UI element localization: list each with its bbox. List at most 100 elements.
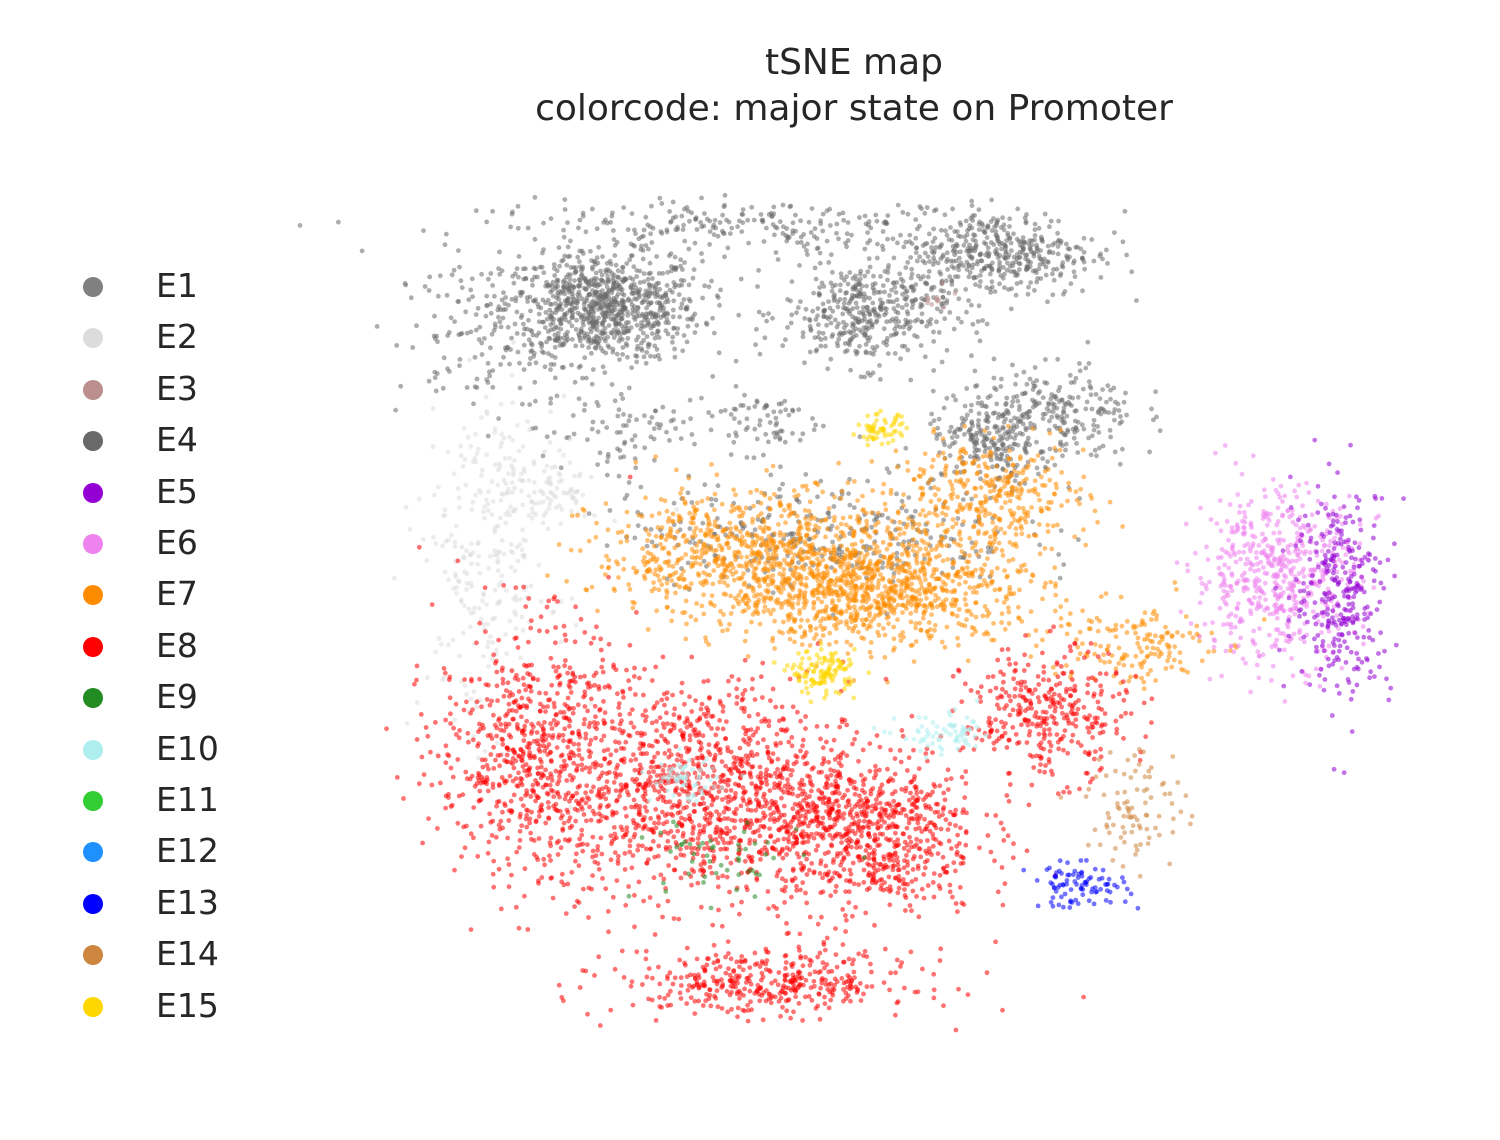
point-e7 (784, 561, 790, 566)
point-e7 (885, 594, 891, 600)
point-e4 (701, 223, 707, 229)
point-e4 (919, 303, 925, 308)
point-e4 (958, 222, 964, 228)
point-e7 (681, 568, 686, 574)
point-e4 (857, 271, 863, 277)
point-e4 (830, 269, 835, 275)
point-e4 (640, 299, 646, 305)
point-e4 (1023, 427, 1029, 433)
point-e7 (782, 507, 787, 513)
point-e4 (836, 321, 841, 327)
point-e4 (885, 266, 891, 271)
point-e4 (540, 453, 546, 459)
point-e2 (592, 513, 597, 518)
point-e4 (1089, 406, 1095, 412)
point-e4 (834, 340, 840, 346)
point-e4 (1081, 235, 1087, 241)
point-e7 (994, 598, 1000, 603)
point-e2 (511, 339, 516, 345)
point-e4 (623, 341, 629, 347)
point-e4 (829, 334, 835, 339)
point-e4 (976, 411, 982, 416)
point-e7 (967, 535, 973, 541)
point-e2 (533, 512, 538, 517)
point-e2 (496, 600, 502, 605)
point-e7 (752, 532, 758, 538)
point-e4 (664, 316, 670, 322)
point-e7 (683, 598, 689, 604)
point-e4 (889, 287, 894, 293)
point-e4 (1036, 225, 1042, 231)
point-e4 (892, 284, 898, 290)
point-e4 (877, 305, 883, 311)
point-e4 (742, 392, 747, 398)
point-e7 (752, 593, 757, 599)
point-e4 (1034, 439, 1039, 445)
point-e4 (545, 329, 551, 334)
point-e7 (1033, 643, 1039, 649)
point-e4 (998, 433, 1003, 439)
point-e4 (874, 218, 880, 224)
point-e4 (1008, 418, 1014, 424)
point-e4 (949, 278, 955, 283)
point-e7 (655, 573, 661, 579)
point-e7 (913, 639, 919, 644)
point-e4 (894, 491, 899, 497)
point-e2 (518, 655, 524, 661)
point-e4 (1046, 402, 1052, 407)
point-e4 (1008, 269, 1014, 274)
point-e4 (653, 314, 659, 320)
point-e4 (966, 298, 971, 303)
point-e4 (854, 305, 860, 310)
chart-title-block: tSNE map colorcode: major state on Promo… (0, 40, 1500, 132)
point-e4 (685, 323, 691, 329)
point-e4 (976, 227, 982, 233)
point-e4 (666, 253, 672, 259)
point-e4 (740, 212, 746, 218)
point-e4 (616, 473, 622, 479)
point-e4 (612, 253, 618, 258)
point-e4 (610, 285, 616, 290)
point-e4 (998, 273, 1004, 279)
point-e7 (777, 503, 783, 509)
point-e4 (575, 310, 581, 316)
point-e4 (598, 268, 603, 274)
point-e4 (919, 319, 925, 325)
point-e4 (518, 293, 524, 298)
point-e4 (951, 326, 957, 332)
point-e4 (564, 310, 570, 316)
point-e4 (819, 280, 825, 286)
point-e4 (840, 210, 846, 216)
point-e7 (845, 596, 851, 602)
point-e2 (461, 630, 466, 636)
point-e4 (827, 305, 833, 311)
point-e4 (807, 349, 813, 355)
point-e4 (537, 264, 543, 270)
point-e2 (529, 506, 535, 511)
point-e4 (574, 317, 579, 323)
point-e4 (505, 324, 511, 330)
point-e4 (908, 284, 914, 290)
point-e7 (771, 607, 776, 613)
point-e7 (969, 625, 975, 630)
point-e4 (479, 340, 485, 346)
point-e4 (1040, 416, 1046, 422)
point-e7 (682, 576, 687, 582)
point-e2 (392, 575, 397, 581)
point-e2 (525, 419, 530, 424)
point-e7 (1006, 591, 1012, 597)
point-e4 (942, 212, 948, 218)
point-e4 (586, 283, 592, 289)
point-e4 (1002, 285, 1007, 290)
point-e7 (770, 638, 775, 644)
point-e2 (446, 577, 451, 582)
point-e4 (996, 438, 1002, 443)
point-e4 (946, 290, 952, 296)
point-e7 (732, 535, 738, 541)
point-e2 (551, 609, 557, 614)
point-e4 (885, 236, 890, 242)
point-e7 (690, 561, 695, 566)
point-e7 (657, 578, 662, 583)
point-e4 (473, 208, 479, 214)
point-e7 (707, 572, 713, 578)
